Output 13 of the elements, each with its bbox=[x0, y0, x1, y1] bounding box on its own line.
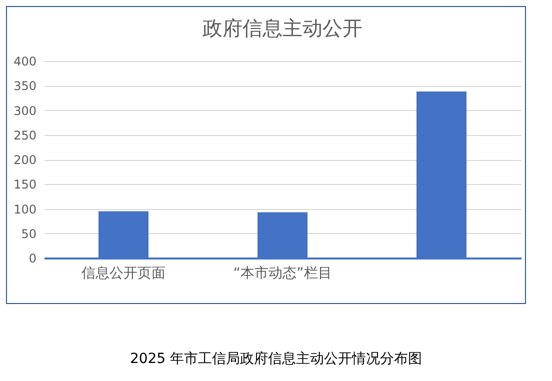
y-tick-label: 0 bbox=[28, 252, 36, 266]
y-tick-label: 400 bbox=[14, 54, 36, 68]
x-tick-label: 信息公开页面 bbox=[82, 266, 166, 282]
y-tick-label: 200 bbox=[14, 153, 36, 167]
y-tick-label: 150 bbox=[14, 178, 36, 192]
y-tick-label: 300 bbox=[14, 104, 36, 118]
y-tick-label: 250 bbox=[14, 128, 36, 142]
y-tick-label: 100 bbox=[14, 202, 36, 216]
y-tick-label: 350 bbox=[14, 79, 36, 94]
x-tick-label: “本市动态”栏目 bbox=[233, 266, 332, 282]
text: 2025 年市工信局政府信息主动公开情况分布图 bbox=[128, 350, 424, 368]
chart-title: 政府信息主动公开 bbox=[202, 16, 362, 40]
y-tick-label: 50 bbox=[21, 226, 36, 241]
